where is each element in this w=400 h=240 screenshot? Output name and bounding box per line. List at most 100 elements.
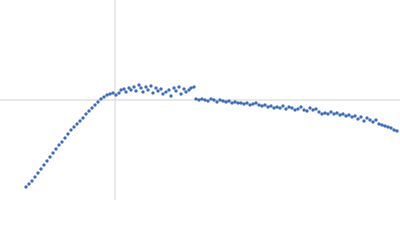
point [51,151,55,155]
point [326,112,330,116]
point [350,115,354,119]
point [42,163,46,167]
point [212,98,216,102]
point [272,106,276,110]
point [122,87,126,91]
point [362,119,366,123]
point [60,140,64,144]
point [134,89,138,93]
point [84,112,88,116]
point [386,125,390,129]
point [242,102,246,106]
point [72,125,76,129]
point [184,90,188,94]
point [159,87,163,91]
point [146,88,150,92]
point [260,104,264,108]
point [66,132,70,136]
point [99,97,103,101]
point [332,112,336,116]
point [320,112,324,116]
page: {"chart_data": {"type": "scatter", "colo… [0,0,400,200]
point [182,87,186,91]
point [284,107,288,111]
point [344,114,348,118]
chart [0,0,400,200]
point [206,99,210,103]
point [368,118,372,122]
point [167,88,171,92]
point [230,101,234,105]
point [392,128,396,132]
point [48,155,52,159]
point [177,85,181,89]
point [311,108,315,112]
point [54,147,58,151]
point [323,111,327,115]
point [24,185,28,189]
point [236,101,240,105]
point [200,97,204,101]
point [69,128,73,132]
point [341,112,345,116]
point [359,115,363,119]
point [154,86,158,90]
point [296,107,300,111]
point [156,89,160,93]
point [290,106,294,110]
point [389,126,393,130]
point [174,89,178,93]
point [293,108,297,112]
point [203,98,207,102]
point [227,99,231,103]
point [209,97,213,101]
point [81,116,85,120]
point [127,86,131,90]
point [141,90,145,94]
point [263,103,267,107]
point [302,108,306,112]
point [36,171,40,175]
point [114,93,118,97]
point [161,92,165,96]
point [63,136,67,140]
point [338,113,342,117]
point [335,111,339,115]
point [221,99,225,103]
point [33,175,37,179]
point [377,122,381,126]
point [96,100,100,104]
point [215,100,219,104]
point [39,167,43,171]
point [248,103,252,107]
point [353,114,357,118]
point [57,143,61,147]
point [87,109,91,113]
point [111,91,115,95]
point [108,92,112,96]
point [266,105,270,109]
point [365,116,369,120]
point [124,90,128,94]
point [78,119,82,123]
point [197,98,201,102]
point [371,120,375,124]
point [164,90,168,94]
point [139,86,143,90]
point [144,85,148,89]
point [149,84,153,88]
point [395,129,399,133]
point [308,106,312,110]
point [317,110,321,114]
point [30,179,34,183]
point [254,101,258,105]
point [137,83,141,87]
point [187,88,191,92]
point [117,91,121,95]
point [169,94,173,98]
point [269,104,273,108]
point [257,103,261,107]
point [239,101,243,105]
point [356,117,360,121]
point [218,98,222,102]
